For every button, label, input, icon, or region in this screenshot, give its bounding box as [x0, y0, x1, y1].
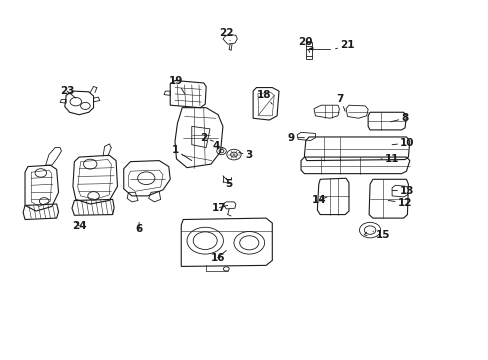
Text: 18: 18: [256, 90, 272, 104]
Text: 21: 21: [335, 40, 354, 50]
Text: 23: 23: [60, 86, 76, 98]
Text: 15: 15: [372, 230, 390, 240]
Text: 13: 13: [391, 186, 414, 195]
Text: 6: 6: [135, 222, 142, 234]
Text: 22: 22: [219, 27, 233, 41]
Text: 11: 11: [380, 154, 399, 164]
Text: 10: 10: [391, 138, 414, 148]
Text: 24: 24: [72, 221, 86, 231]
Text: 3: 3: [238, 150, 252, 160]
Text: 14: 14: [311, 195, 326, 206]
Text: 5: 5: [225, 178, 232, 189]
Text: 7: 7: [336, 94, 345, 111]
Text: 1: 1: [171, 145, 191, 161]
Text: 16: 16: [210, 251, 226, 262]
Text: 8: 8: [390, 113, 408, 123]
Text: 2: 2: [200, 133, 213, 143]
Text: 20: 20: [297, 37, 311, 52]
Text: 17: 17: [212, 203, 227, 212]
Polygon shape: [308, 48, 312, 50]
Text: 12: 12: [387, 198, 411, 208]
Bar: [305, 42, 311, 59]
Text: 4: 4: [212, 141, 223, 152]
Text: 9: 9: [287, 133, 304, 143]
Text: 19: 19: [169, 76, 184, 94]
